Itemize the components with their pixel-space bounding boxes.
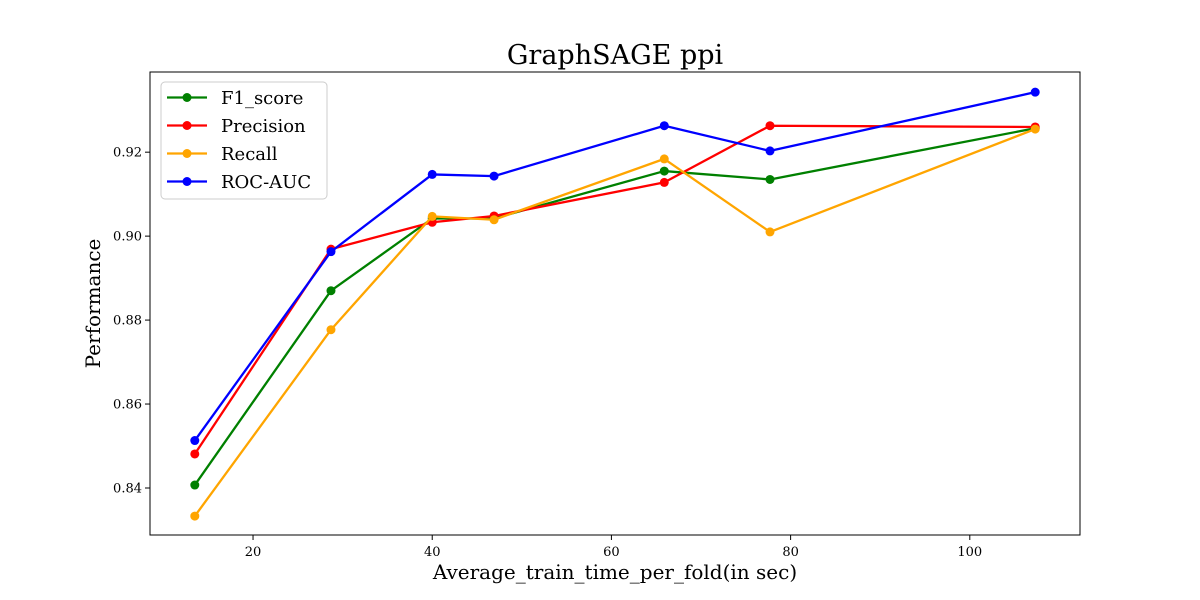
legend-item-roc-auc: ROC-AUC (167, 172, 311, 193)
data-point-roc-auc (765, 146, 775, 156)
legend-swatch-marker (182, 121, 192, 130)
data-point-roc-auc (489, 171, 499, 181)
data-point-roc-auc (326, 247, 336, 257)
legend-label: ROC-AUC (221, 172, 311, 193)
x-tick-label: 20 (245, 545, 262, 560)
legend-items: F1_score Precision Recall ROC-AUC (167, 88, 311, 193)
data-point-f1-score (659, 166, 669, 176)
data-point-f1-score (326, 286, 336, 296)
data-point-recall (1030, 124, 1040, 134)
plot-area (149, 71, 1081, 536)
y-tick-label: 0.86 (113, 398, 142, 413)
legend-label: Precision (221, 116, 306, 137)
x-tick-label: 60 (603, 545, 620, 560)
legend: F1_score Precision Recall ROC-AUC (160, 81, 328, 200)
legend-swatch-marker (182, 93, 192, 102)
data-point-recall (489, 215, 499, 225)
legend-swatch-marker (182, 149, 192, 158)
legend-label: F1_score (221, 88, 303, 109)
y-axis-label: Performance (81, 239, 105, 369)
series-roc-auc (190, 87, 1040, 446)
data-point-recall (765, 227, 775, 237)
data-point-roc-auc (427, 169, 437, 179)
x-tick-label: 40 (424, 545, 441, 560)
data-point-recall (427, 211, 437, 221)
data-point-roc-auc (1030, 87, 1040, 97)
data-point-roc-auc (190, 436, 200, 446)
x-tick-label: 80 (782, 545, 799, 560)
data-point-precision (190, 449, 200, 459)
legend-item-recall: Recall (167, 144, 278, 165)
legend-item-f1-score: F1_score (167, 88, 303, 109)
data-point-recall (190, 511, 200, 521)
series-layer (190, 87, 1040, 521)
data-point-roc-auc (659, 121, 669, 131)
data-point-precision (765, 121, 775, 131)
y-tick-label: 0.88 (113, 314, 142, 329)
data-point-f1-score (190, 480, 200, 490)
legend-item-precision: Precision (167, 116, 306, 137)
y-tick-label: 0.84 (113, 481, 142, 496)
x-axis-ticks: 20 40 60 80 100 (245, 535, 982, 560)
data-point-precision (659, 177, 669, 187)
legend-swatch-marker (182, 177, 192, 186)
series-recall (190, 124, 1040, 521)
legend-label: Recall (221, 144, 278, 165)
data-point-recall (326, 325, 336, 335)
x-tick-label: 100 (957, 545, 982, 560)
y-axis-ticks: 0.84 0.86 0.88 0.90 0.92 (113, 146, 150, 496)
x-axis-label: Average_train_time_per_fold(in sec) (432, 560, 797, 584)
legend-box (160, 81, 328, 200)
data-point-f1-score (765, 174, 775, 184)
data-point-recall (659, 154, 669, 164)
y-tick-label: 0.90 (113, 230, 142, 245)
chart-title: GraphSAGE ppi (507, 40, 724, 71)
y-tick-label: 0.92 (113, 146, 142, 161)
